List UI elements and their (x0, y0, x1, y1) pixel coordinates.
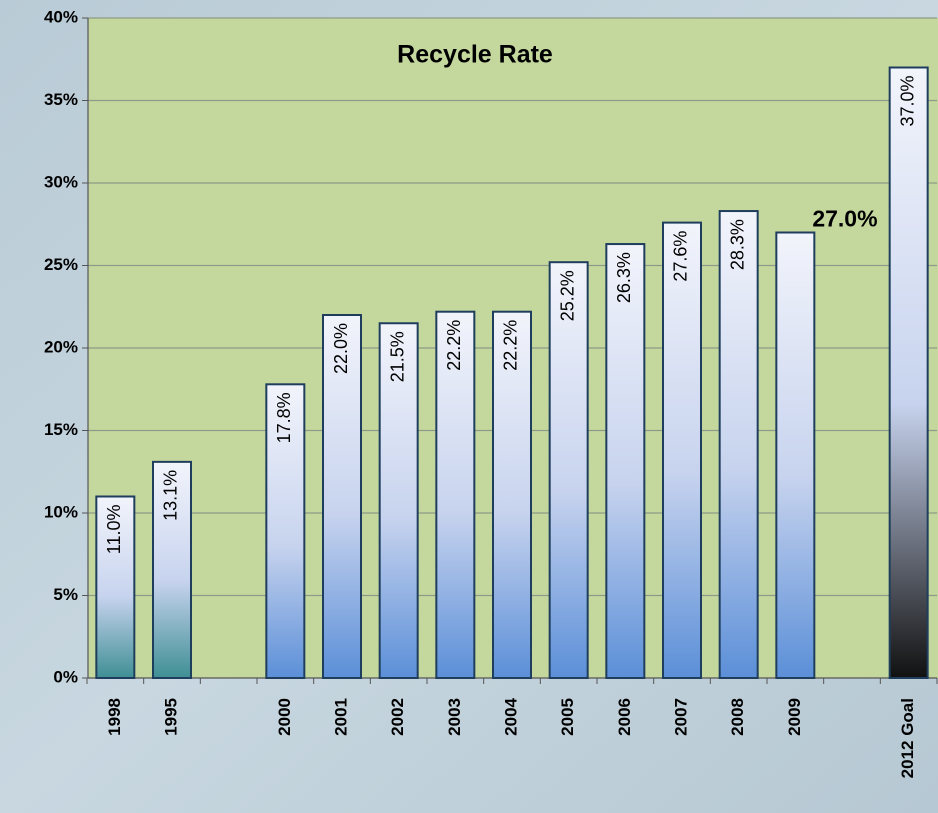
y-tick-label: 10% (44, 502, 78, 521)
bar (378, 322, 419, 679)
y-tick-label: 40% (44, 7, 78, 26)
y-tick-label: 15% (44, 420, 78, 439)
value-label: 17.8% (274, 392, 294, 443)
x-tick-label: 2002 (388, 698, 407, 736)
value-label: 13.1% (161, 470, 181, 521)
chart-title: Recycle Rate (397, 41, 553, 69)
y-tick-label: 20% (44, 337, 78, 356)
bar (718, 210, 759, 680)
x-tick-label: 2009 (785, 698, 804, 736)
x-tick-label: 2012 Goal (898, 698, 917, 778)
bar (322, 314, 362, 679)
value-label: 28.3% (727, 219, 747, 270)
bar (662, 221, 702, 679)
value-label: 11.0% (104, 505, 124, 555)
x-tick-label: 1995 (161, 698, 180, 736)
x-tick-label: 2000 (275, 698, 294, 736)
bar (95, 495, 136, 679)
value-label: 25.2% (557, 270, 577, 321)
bar (152, 460, 192, 679)
x-tick-label: 2006 (615, 698, 634, 736)
bar (265, 383, 306, 679)
value-label: 27.6% (671, 231, 691, 282)
x-tick-label: 2001 (331, 698, 350, 736)
x-tick-label: 2004 (501, 697, 520, 735)
x-tick-label: 2007 (671, 698, 690, 736)
value-label: 22.2% (501, 320, 521, 371)
y-tick-label: 5% (53, 585, 78, 604)
y-tick-label: 35% (44, 90, 78, 109)
x-tick-label: 1998 (105, 698, 124, 736)
bar (548, 261, 589, 679)
value-label: 21.5% (387, 331, 407, 382)
bar (492, 310, 532, 679)
value-label: 37.0% (897, 76, 917, 127)
bar (435, 310, 476, 679)
y-tick-label: 0% (53, 667, 78, 686)
bar (888, 66, 929, 679)
value-label: 27.0% (812, 206, 877, 232)
value-label: 22.2% (444, 320, 464, 371)
y-tick-label: 30% (44, 172, 78, 191)
x-tick-label: 2003 (445, 698, 464, 736)
x-tick-label: 2005 (558, 698, 577, 736)
value-label: 26.3% (614, 252, 634, 303)
value-label: 22.0% (331, 323, 351, 374)
y-tick-label: 25% (44, 255, 78, 274)
bar (605, 243, 646, 680)
bar (775, 231, 816, 679)
x-tick-label: 2008 (728, 698, 747, 736)
